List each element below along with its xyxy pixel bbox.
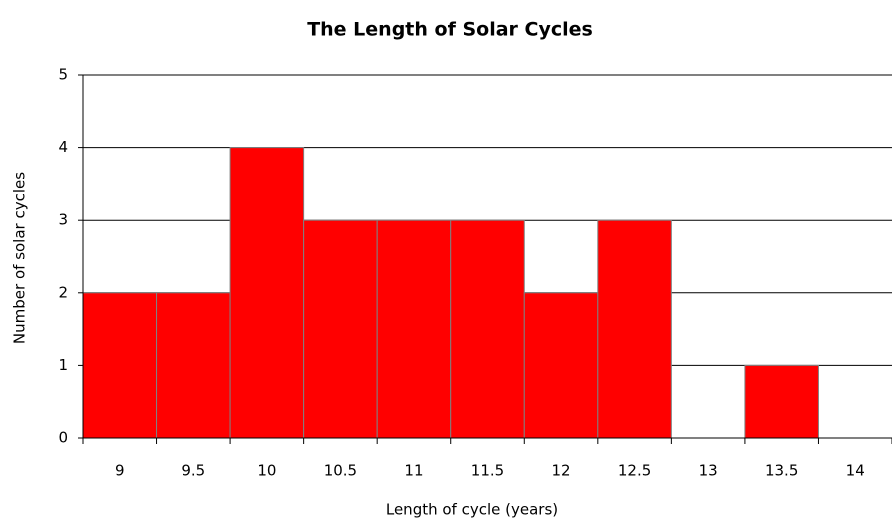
bar — [156, 292, 231, 439]
y-tick-label: 4 — [58, 138, 68, 156]
x-tick-label: 13.5 — [765, 462, 798, 480]
bar — [523, 292, 599, 439]
x-tick-label: 11 — [404, 462, 423, 480]
y-tick-label: 1 — [58, 356, 68, 374]
y-tick-label: 5 — [58, 66, 68, 84]
y-tick-label: 2 — [58, 283, 68, 301]
y-tick-label: 0 — [58, 429, 68, 447]
x-tick-label: 13 — [699, 462, 718, 480]
x-tick-label: 12.5 — [618, 462, 651, 480]
chart-title: The Length of Solar Cycles — [307, 19, 593, 41]
bar — [82, 292, 158, 439]
x-tick-label: 10 — [257, 462, 276, 480]
x-tick-label: 9 — [115, 462, 125, 480]
x-axis-label: Length of cycle (years) — [386, 501, 558, 519]
bar — [597, 219, 672, 439]
bar — [229, 147, 305, 439]
y-tick-label: 3 — [58, 211, 68, 229]
bar — [450, 219, 525, 439]
x-tick-label: 10.5 — [324, 462, 357, 480]
bar — [744, 364, 819, 439]
y-axis-label: Number of solar cycles — [11, 172, 29, 344]
x-tick-label: 12 — [551, 462, 570, 480]
bar — [303, 219, 378, 439]
bar — [376, 219, 452, 439]
x-tick-label: 9.5 — [181, 462, 205, 480]
x-tick-label: 11.5 — [471, 462, 504, 480]
x-tick-label: 14 — [846, 462, 865, 480]
